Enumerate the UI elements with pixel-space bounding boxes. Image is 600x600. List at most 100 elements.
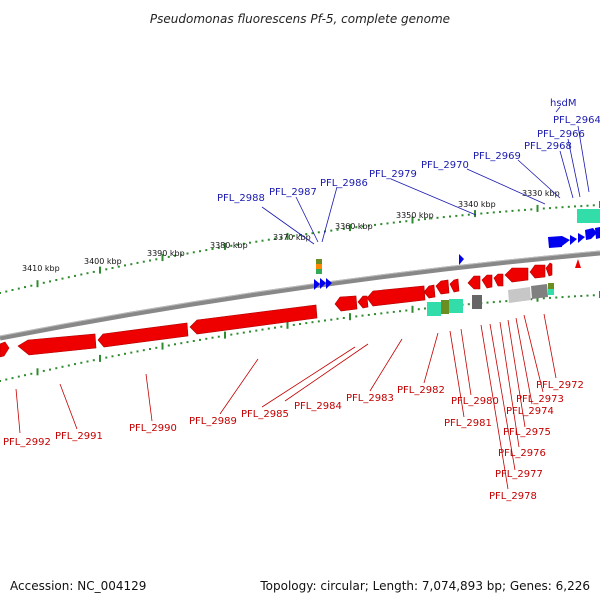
gene-label[interactable]: PFL_2968 (524, 141, 572, 152)
minor-tick (80, 361, 83, 364)
domain-block[interactable] (548, 283, 554, 289)
major-tick (349, 313, 351, 321)
minor-tick (330, 318, 333, 321)
forward-label-leaders (261, 106, 590, 245)
gene-label[interactable]: PFL_2966 (537, 129, 585, 140)
domain-block[interactable] (508, 287, 531, 303)
gene-feature[interactable] (481, 274, 493, 289)
gene-label[interactable]: PFL_2969 (473, 151, 521, 162)
domain-block[interactable] (449, 299, 463, 313)
gene-label[interactable]: PFL_2964 (553, 115, 600, 126)
minor-tick (17, 375, 20, 378)
domain-block[interactable] (316, 264, 322, 269)
minor-tick (524, 208, 526, 211)
minor-tick (124, 264, 126, 267)
gene-label[interactable]: PFL_2977 (495, 469, 543, 480)
gene-feature[interactable] (334, 295, 358, 312)
minor-tick (374, 313, 376, 316)
minor-tick (542, 297, 545, 300)
domain-block[interactable] (548, 289, 554, 295)
gene-feature[interactable] (449, 278, 460, 293)
gene-label[interactable]: PFL_2991 (55, 431, 103, 442)
gene-feature[interactable] (570, 235, 577, 245)
gene-label[interactable]: PFL_2980 (451, 396, 499, 407)
gene-feature[interactable] (575, 259, 581, 268)
gene-feature[interactable] (314, 279, 320, 290)
gene-label[interactable]: PFL_2985 (241, 409, 289, 420)
minor-tick (549, 207, 551, 210)
major-tick (161, 254, 164, 262)
gene-label[interactable]: PFL_2988 (217, 193, 265, 204)
gene-feature[interactable] (189, 304, 318, 335)
gene-label[interactable]: PFL_2984 (294, 401, 342, 412)
gene-label[interactable]: PFL_2989 (189, 416, 237, 427)
genome-backbone-highlight (0, 250, 600, 337)
gene-feature[interactable] (423, 284, 436, 299)
minor-tick (417, 218, 420, 221)
minor-tick (261, 239, 264, 242)
major-tick (224, 242, 226, 250)
gene-feature[interactable] (562, 236, 570, 246)
major-tick (536, 204, 539, 212)
minor-tick (74, 274, 76, 277)
gene-feature[interactable] (493, 273, 504, 287)
minor-tick (542, 207, 545, 210)
gene-feature[interactable] (320, 278, 326, 289)
gene-label[interactable]: PFL_2973 (516, 394, 564, 405)
minor-tick (561, 206, 564, 209)
gene-label[interactable]: PFL_2981 (444, 418, 492, 429)
minor-tick (467, 303, 470, 306)
gene-label[interactable]: PFL_2975 (503, 427, 551, 438)
gene-label[interactable]: PFL_2976 (498, 448, 546, 459)
minor-tick (117, 265, 120, 268)
minor-tick (24, 374, 26, 377)
gene-feature[interactable] (326, 278, 332, 289)
gene-feature[interactable] (0, 341, 10, 358)
minor-tick (67, 276, 70, 279)
minor-tick (92, 270, 95, 273)
domain-block[interactable] (472, 295, 482, 309)
domain-block[interactable] (316, 259, 322, 264)
gene-feature[interactable] (529, 264, 546, 279)
minor-tick (567, 295, 570, 298)
gene-label[interactable]: PFL_2979 (369, 169, 417, 180)
gene-feature[interactable] (17, 333, 97, 356)
domain-block[interactable] (577, 209, 600, 223)
gene-feature[interactable] (548, 236, 562, 248)
domain-block[interactable] (427, 302, 441, 316)
gene-label[interactable]: PFL_2990 (129, 423, 177, 434)
domain-block[interactable] (531, 284, 548, 299)
scale-label: 3330 kbp (522, 189, 560, 198)
gene-label[interactable]: PFL_2986 (320, 178, 368, 189)
gene-feature[interactable] (545, 262, 553, 277)
minor-tick (230, 333, 233, 336)
gene-feature[interactable] (467, 275, 481, 290)
major-tick (286, 232, 289, 240)
domain-block[interactable] (316, 269, 322, 274)
scale-label: 3400 kbp (84, 257, 122, 266)
gene-feature[interactable] (595, 227, 600, 239)
gene-feature[interactable] (585, 228, 597, 240)
gene-label[interactable]: PFL_2972 (536, 380, 584, 391)
gene-feature[interactable] (504, 267, 529, 283)
minor-tick (311, 232, 314, 235)
domain-block[interactable] (441, 300, 449, 314)
gene-feature[interactable] (459, 254, 464, 265)
gene-label[interactable]: PFL_2974 (506, 406, 554, 417)
gene-label[interactable]: PFL_2992 (3, 437, 51, 448)
gene-feature[interactable] (435, 279, 450, 295)
gene-label[interactable]: PFL_2978 (489, 491, 537, 502)
gene-label[interactable]: PFL_2987 (269, 187, 317, 198)
major-tick (99, 266, 101, 274)
gene-label[interactable]: PFL_2970 (421, 160, 469, 171)
gene-label[interactable]: hsdM (550, 98, 577, 109)
gene-feature[interactable] (357, 295, 369, 309)
gene-feature[interactable] (97, 322, 189, 348)
gene-label[interactable]: PFL_2982 (397, 385, 445, 396)
minor-tick (574, 205, 576, 208)
minor-tick (555, 296, 558, 299)
gene-feature[interactable] (578, 233, 585, 243)
gene-label[interactable]: PFL_2983 (346, 393, 394, 404)
gene-feature[interactable] (366, 285, 426, 307)
minor-tick (361, 225, 364, 228)
